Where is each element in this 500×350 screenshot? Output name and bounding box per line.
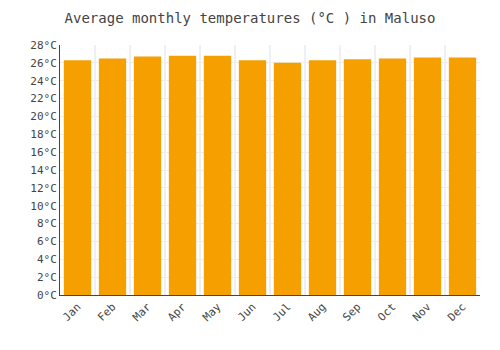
svg-text:Mar: Mar [130,300,154,324]
svg-text:10°C: 10°C [30,200,57,213]
svg-text:18°C: 18°C [30,128,57,141]
svg-text:Aug: Aug [305,301,328,324]
svg-text:12°C: 12°C [30,182,57,195]
svg-text:Sep: Sep [340,301,363,324]
svg-text:Apr: Apr [165,300,189,324]
svg-text:8°C: 8°C [37,217,57,230]
svg-text:26°C: 26°C [30,57,57,70]
svg-text:Feb: Feb [95,301,118,324]
svg-text:Jan: Jan [60,301,83,324]
svg-text:0°C: 0°C [37,289,57,302]
svg-text:28°C: 28°C [30,39,57,52]
svg-text:Jul: Jul [270,301,293,324]
svg-text:20°C: 20°C [30,110,57,123]
svg-text:24°C: 24°C [30,75,57,88]
svg-text:6°C: 6°C [37,235,57,248]
svg-text:Nov: Nov [410,300,434,324]
svg-text:22°C: 22°C [30,92,57,105]
svg-text:Oct: Oct [375,301,398,324]
svg-text:16°C: 16°C [30,146,57,159]
svg-text:Jun: Jun [235,301,258,324]
svg-text:14°C: 14°C [30,164,57,177]
svg-text:4°C: 4°C [37,253,57,266]
svg-text:May: May [200,300,224,324]
svg-text:Average monthly temperatures (: Average monthly temperatures (°C ) in Ma… [65,10,436,26]
svg-text:2°C: 2°C [37,271,57,284]
svg-text:Dec: Dec [445,301,468,324]
